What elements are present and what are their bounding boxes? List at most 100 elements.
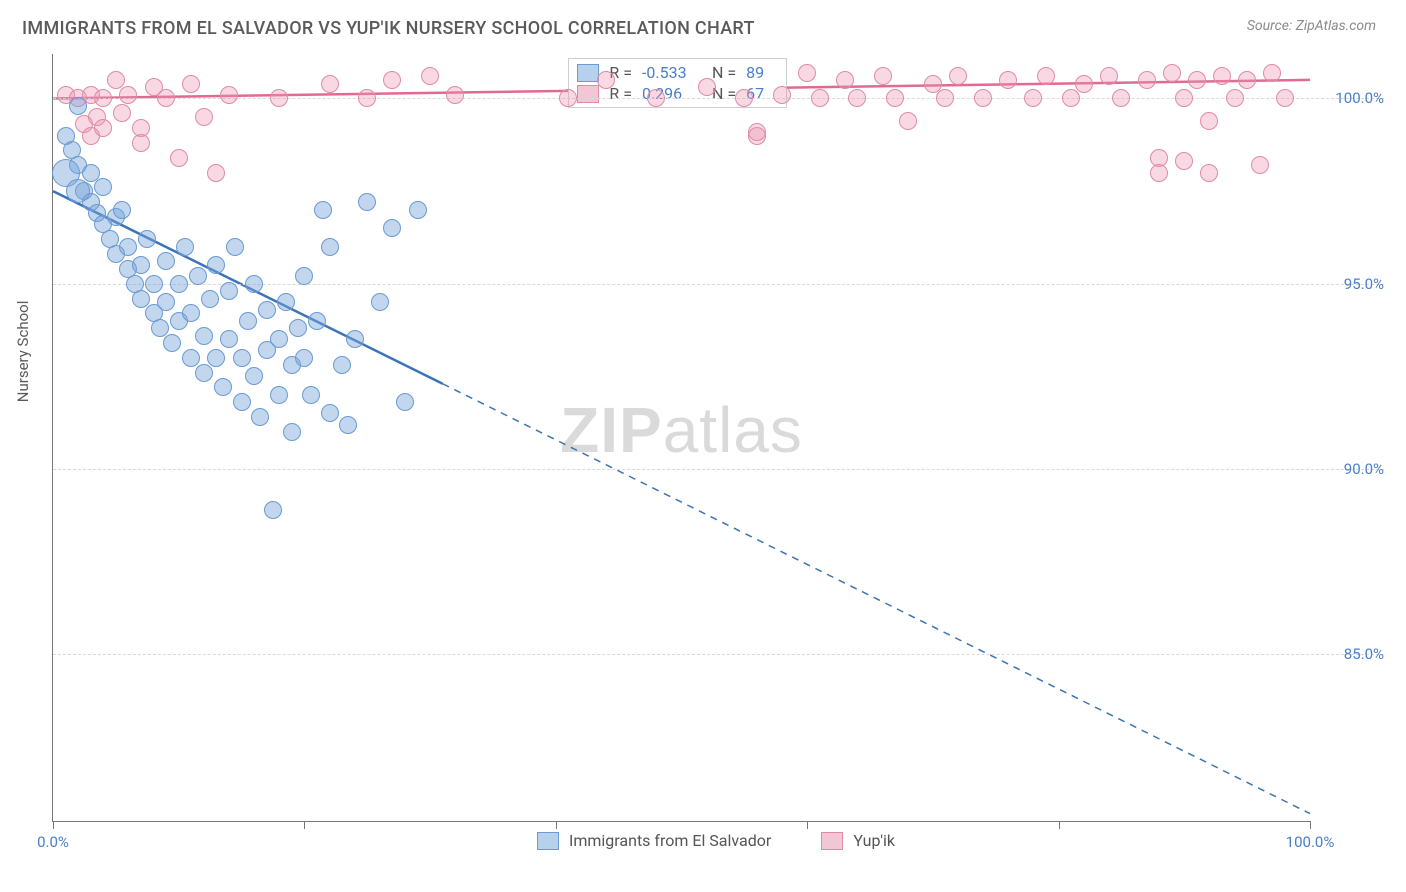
data-point (69, 97, 87, 115)
data-point (182, 75, 200, 93)
data-point (371, 293, 389, 311)
data-point (409, 201, 427, 219)
data-point (157, 89, 175, 107)
xtick (807, 821, 808, 829)
xtick (53, 821, 54, 829)
data-point (446, 86, 464, 104)
watermark-atlas: atlas (663, 394, 803, 466)
data-point (195, 364, 213, 382)
data-point (195, 327, 213, 345)
series-legend: Immigrants from El Salvador Yup'ik (42, 831, 1390, 850)
data-point (270, 89, 288, 107)
data-point (277, 293, 295, 311)
data-point (735, 89, 753, 107)
data-point (245, 275, 263, 293)
data-point (1163, 64, 1181, 82)
data-point (107, 71, 125, 89)
data-point (1263, 64, 1281, 82)
ytick-label: 90.0% (1320, 460, 1384, 478)
gridline (53, 654, 1384, 655)
data-point (138, 230, 156, 248)
data-point (1024, 89, 1042, 107)
header: IMMIGRANTS FROM EL SALVADOR VS YUP'IK NU… (0, 0, 1406, 49)
data-point (258, 301, 276, 319)
data-point (383, 219, 401, 237)
data-point (559, 89, 577, 107)
plot-region: ZIPatlas R =-0.533N =89R =0.296N =67 85.… (52, 54, 1310, 822)
data-point (1100, 67, 1118, 85)
data-point (170, 149, 188, 167)
data-point (207, 164, 225, 182)
data-point (798, 64, 816, 82)
source-link[interactable]: ZipAtlas.com (1296, 18, 1376, 34)
data-point (113, 104, 131, 122)
data-point (295, 267, 313, 285)
data-point (157, 252, 175, 270)
data-point (1175, 152, 1193, 170)
data-point (214, 378, 232, 396)
data-point (1213, 67, 1231, 85)
data-point (1188, 71, 1206, 89)
trendlines-svg (53, 54, 1310, 821)
data-point (157, 293, 175, 311)
data-point (220, 330, 238, 348)
swatch-blue-icon (577, 64, 599, 82)
data-point (163, 334, 181, 352)
data-point (245, 367, 263, 385)
data-point (974, 89, 992, 107)
data-point (226, 238, 244, 256)
legend-label-pink: Yup'ik (853, 831, 895, 850)
data-point (396, 393, 414, 411)
data-point (151, 319, 169, 337)
data-point (383, 71, 401, 89)
data-point (597, 71, 615, 89)
data-point (132, 290, 150, 308)
data-point (283, 423, 301, 441)
chart-area: Nursery School ZIPatlas R =-0.533N =89R … (42, 54, 1390, 852)
data-point (66, 179, 90, 203)
data-point (748, 123, 766, 141)
data-point (321, 75, 339, 93)
data-point (220, 282, 238, 300)
legend-label-blue: Immigrants from El Salvador (569, 831, 771, 850)
legend-item-pink: Yup'ik (821, 831, 895, 850)
data-point (233, 393, 251, 411)
data-point (189, 267, 207, 285)
data-point (251, 408, 269, 426)
data-point (295, 349, 313, 367)
data-point (773, 86, 791, 104)
watermark: ZIPatlas (560, 393, 803, 467)
source-prefix: Source: (1247, 18, 1296, 34)
data-point (182, 304, 200, 322)
r-value: -0.533 (642, 63, 702, 82)
data-point (264, 501, 282, 519)
data-point (1200, 164, 1218, 182)
data-point (308, 312, 326, 330)
data-point (119, 86, 137, 104)
ytick-label: 100.0% (1320, 89, 1384, 107)
data-point (1238, 71, 1256, 89)
data-point (1112, 89, 1130, 107)
data-point (874, 67, 892, 85)
data-point (233, 349, 251, 367)
legend-item-blue: Immigrants from El Salvador (537, 831, 771, 850)
xtick (1310, 821, 1311, 829)
xtick (556, 821, 557, 829)
chart-title: IMMIGRANTS FROM EL SALVADOR VS YUP'IK NU… (22, 18, 755, 39)
data-point (346, 330, 364, 348)
data-point (848, 89, 866, 107)
data-point (94, 89, 112, 107)
data-point (949, 67, 967, 85)
data-point (119, 238, 137, 256)
swatch-blue-icon (537, 832, 559, 850)
data-point (94, 119, 112, 137)
data-point (647, 89, 665, 107)
data-point (321, 404, 339, 422)
data-point (321, 238, 339, 256)
data-point (270, 330, 288, 348)
n-label: N = (712, 63, 736, 82)
data-point (936, 89, 954, 107)
data-point (132, 256, 150, 274)
data-point (145, 275, 163, 293)
ytick-label: 95.0% (1320, 275, 1384, 293)
